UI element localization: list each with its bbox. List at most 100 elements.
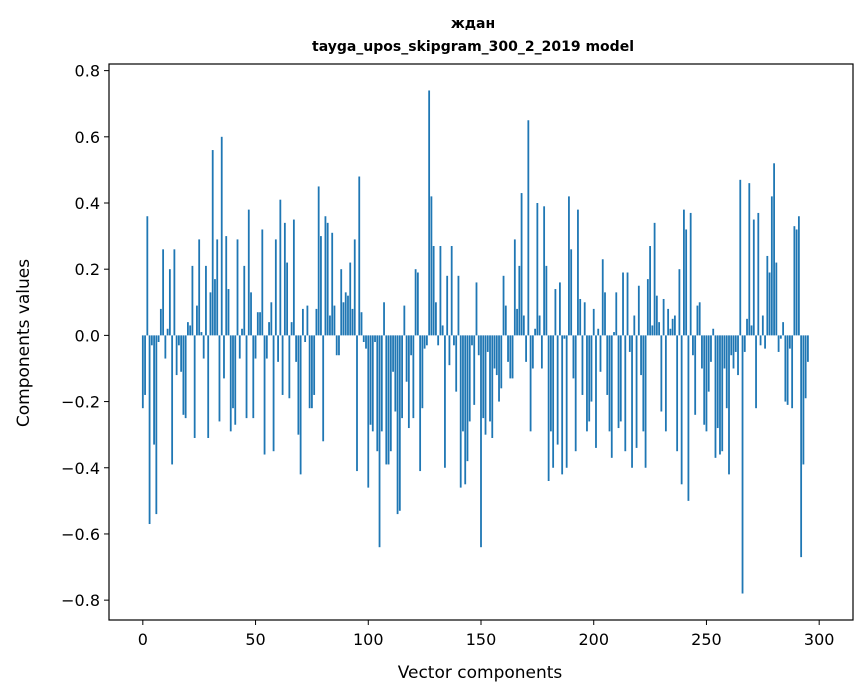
bar xyxy=(764,335,766,349)
bar xyxy=(732,335,735,369)
bar xyxy=(689,212,692,336)
bar xyxy=(184,335,187,419)
bar xyxy=(425,335,428,346)
bar xyxy=(414,269,417,336)
bar xyxy=(322,335,325,442)
bar xyxy=(376,335,379,452)
bar xyxy=(527,120,530,336)
bar xyxy=(148,335,151,525)
bar xyxy=(437,335,440,346)
bar xyxy=(311,335,313,409)
bar xyxy=(421,335,424,409)
bar xyxy=(622,272,624,336)
x-axis-label: Vector components xyxy=(398,663,563,683)
bar xyxy=(371,335,374,432)
bar xyxy=(642,335,645,432)
bar xyxy=(604,292,606,336)
bar xyxy=(340,269,343,336)
bar xyxy=(396,335,399,515)
bar xyxy=(193,335,196,438)
bar xyxy=(795,229,798,336)
bar xyxy=(737,335,739,376)
bar xyxy=(389,335,392,452)
bar xyxy=(793,226,796,336)
bar xyxy=(660,335,663,412)
bar xyxy=(710,335,712,362)
plot-area-frame xyxy=(108,63,854,621)
bar xyxy=(651,325,654,336)
x-tick-label: 0 xyxy=(138,630,148,649)
bar xyxy=(365,335,367,349)
y-tick-label: −0.4 xyxy=(61,459,100,478)
bar xyxy=(570,249,573,336)
y-axis-label: Components values xyxy=(14,259,34,427)
bar xyxy=(782,322,785,336)
bar xyxy=(205,265,207,336)
bar xyxy=(631,335,633,468)
bar xyxy=(265,335,268,359)
bar xyxy=(351,308,354,336)
bar xyxy=(683,209,685,336)
bar xyxy=(608,335,611,432)
y-axis-ticks: −0.8 −0.6 −0.4 −0.2 0.0 0.2 0.4 0.6 0.8 xyxy=(61,62,109,610)
bar xyxy=(667,308,670,336)
bar xyxy=(362,335,365,342)
bar xyxy=(256,312,259,336)
bar xyxy=(349,262,352,336)
bar xyxy=(347,295,349,336)
bar xyxy=(520,193,523,336)
bar xyxy=(274,239,277,336)
bar xyxy=(770,196,773,336)
bar xyxy=(254,335,257,359)
bar xyxy=(308,335,311,409)
bar xyxy=(590,335,593,402)
bar xyxy=(644,335,647,468)
bar xyxy=(141,335,144,409)
bar xyxy=(752,219,755,336)
bar xyxy=(166,328,169,336)
bar xyxy=(464,335,467,485)
bar xyxy=(730,335,733,356)
bar xyxy=(552,335,555,468)
bar xyxy=(394,335,397,412)
bar xyxy=(419,335,422,472)
bar xyxy=(750,325,753,336)
bar xyxy=(353,239,356,336)
bar xyxy=(435,302,437,336)
bar xyxy=(177,335,180,346)
y-tick-label: 0.6 xyxy=(75,128,100,147)
bar xyxy=(175,335,178,376)
bar xyxy=(534,328,537,336)
bar xyxy=(583,302,586,336)
bar xyxy=(559,282,561,336)
bar xyxy=(502,275,505,336)
bar xyxy=(144,335,146,395)
bar xyxy=(588,335,591,422)
bar xyxy=(574,335,577,452)
bar xyxy=(202,335,205,359)
bar xyxy=(592,308,595,336)
bar xyxy=(146,216,149,336)
bar xyxy=(374,335,376,342)
bar xyxy=(746,318,748,336)
x-tick-label: 50 xyxy=(245,630,265,649)
bar xyxy=(468,335,471,422)
bar xyxy=(759,335,762,346)
bar xyxy=(536,203,539,336)
bar xyxy=(797,216,800,336)
bar xyxy=(168,269,171,336)
bar xyxy=(543,206,546,336)
bar xyxy=(554,289,557,336)
bar xyxy=(392,335,394,372)
bar xyxy=(216,239,219,336)
bar xyxy=(716,335,719,429)
bar xyxy=(317,186,320,336)
bar xyxy=(279,199,282,336)
bar xyxy=(786,335,789,405)
bar xyxy=(473,335,476,405)
bar xyxy=(511,335,514,379)
x-tick-label: 300 xyxy=(804,630,835,649)
bar xyxy=(493,335,496,369)
bar xyxy=(297,335,300,435)
bar xyxy=(243,265,246,336)
